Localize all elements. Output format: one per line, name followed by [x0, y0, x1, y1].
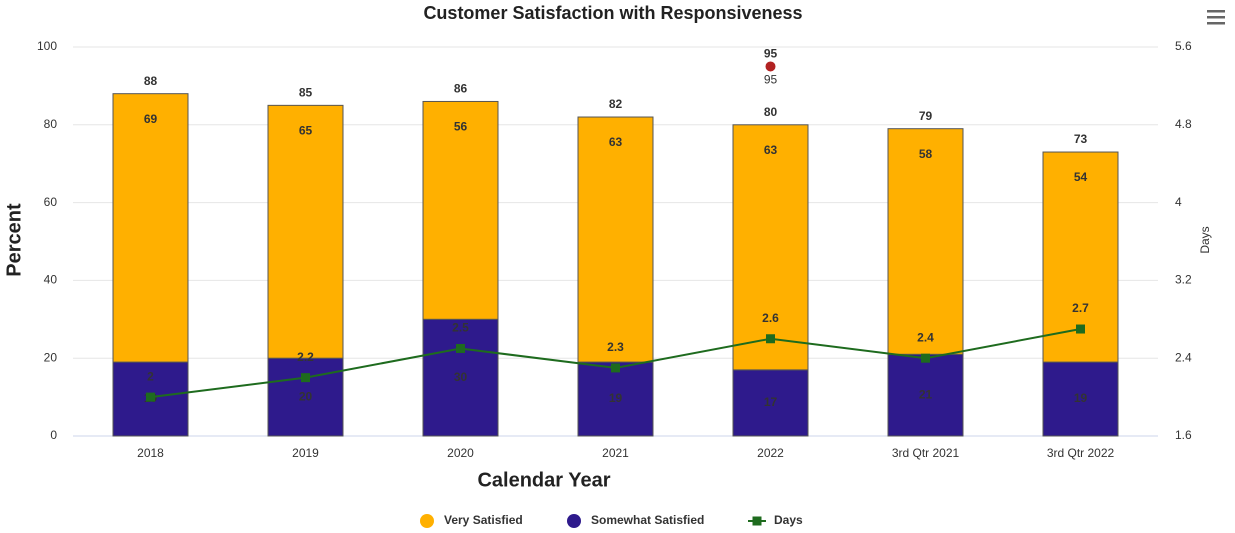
line-point — [766, 334, 775, 344]
total-label: 79 — [919, 109, 933, 123]
y2-tick-label: 1.6 — [1175, 428, 1192, 442]
bar-value-label: 30 — [454, 370, 468, 384]
total-label: 88 — [144, 74, 158, 88]
legend-label: Somewhat Satisfied — [591, 513, 704, 527]
bar-segment — [887, 128, 964, 355]
line-value-label: 2 — [147, 369, 154, 383]
x-tick-label: 3rd Qtr 2022 — [1047, 446, 1115, 460]
line-value-label: 2.7 — [1072, 301, 1089, 315]
bar-value-label: 19 — [1074, 391, 1088, 405]
bar-value-label: 20 — [299, 389, 313, 403]
menu-icon[interactable] — [1207, 10, 1225, 25]
y2-tick-label: 5.6 — [1175, 39, 1192, 53]
bar-value-label: 17 — [764, 395, 778, 409]
bar-value-label: 19 — [609, 391, 623, 405]
x-axis-title: Calendar Year — [477, 469, 610, 491]
legend-symbol — [752, 516, 762, 526]
line-point — [456, 343, 465, 353]
line-value-label: 2.6 — [762, 311, 779, 325]
bar-segment — [887, 353, 964, 437]
line-value-label: 2.5 — [452, 321, 469, 335]
menu-bar[interactable] — [1207, 22, 1225, 25]
line-value-label: 2.2 — [297, 350, 314, 364]
x-tick-label: 2021 — [602, 446, 629, 460]
total-label: 80 — [764, 105, 778, 119]
bar-value-label: 63 — [764, 143, 778, 157]
total-label: 82 — [609, 97, 623, 111]
bar-segment — [422, 318, 499, 437]
menu-bar[interactable] — [1207, 16, 1225, 19]
line-point — [1076, 324, 1085, 334]
legend-label: Very Satisfied — [444, 513, 523, 527]
total-label: 73 — [1074, 132, 1088, 146]
y-tick-label: 80 — [44, 117, 58, 131]
bar-value-label: 54 — [1074, 170, 1088, 184]
bar-value-label: 56 — [454, 120, 468, 134]
legend-symbol — [567, 514, 581, 528]
x-tick-label: 2020 — [447, 446, 474, 460]
y-tick-label: 60 — [44, 195, 58, 209]
bar-segment — [422, 100, 499, 320]
y2-tick-label: 2.4 — [1175, 350, 1192, 364]
y-tick-label: 0 — [50, 428, 57, 442]
y-tick-label: 40 — [44, 273, 58, 287]
line-point — [921, 353, 930, 363]
bar-value-label: 69 — [144, 112, 158, 126]
x-tick-label: 2019 — [292, 446, 319, 460]
bar-value-label: 63 — [609, 135, 623, 149]
bar-value-label: 65 — [299, 124, 313, 138]
y-axis-title: Percent — [3, 203, 25, 277]
y2-tick-label: 3.2 — [1175, 273, 1192, 287]
bar-value-label: 58 — [919, 147, 933, 161]
bar-segment — [732, 369, 809, 437]
target-marker — [765, 61, 776, 72]
menu-bar[interactable] — [1207, 10, 1225, 13]
bar-segment — [577, 116, 654, 363]
y2-axis-title: Days — [1198, 226, 1212, 253]
y2-tick-label: 4 — [1175, 195, 1182, 209]
legend-label: Days — [774, 513, 803, 527]
bar-segment — [267, 104, 344, 359]
total-label: 85 — [299, 86, 313, 100]
legend-symbol — [420, 514, 434, 528]
y2-tick-label: 4.8 — [1175, 117, 1192, 131]
bar-segment — [267, 357, 344, 437]
bar-segment — [577, 361, 654, 437]
x-tick-label: 2018 — [137, 446, 164, 460]
line-value-label: 2.3 — [607, 340, 624, 354]
marker-label: 95 — [764, 73, 778, 87]
chart-title: Customer Satisfaction with Responsivenes… — [423, 3, 802, 23]
marker-label: 95 — [764, 47, 778, 61]
y-tick-label: 100 — [37, 39, 57, 53]
bar-segment — [732, 124, 809, 371]
line-point — [301, 373, 310, 383]
bar-segment — [1042, 361, 1119, 437]
total-label: 86 — [454, 82, 468, 96]
y-tick-label: 20 — [44, 350, 58, 364]
line-point — [146, 392, 155, 402]
x-tick-label: 2022 — [757, 446, 784, 460]
bar-segment — [112, 93, 189, 363]
line-point — [611, 363, 620, 373]
bar-value-label: 21 — [919, 387, 933, 401]
line-value-label: 2.4 — [917, 330, 934, 344]
x-tick-label: 3rd Qtr 2021 — [892, 446, 960, 460]
